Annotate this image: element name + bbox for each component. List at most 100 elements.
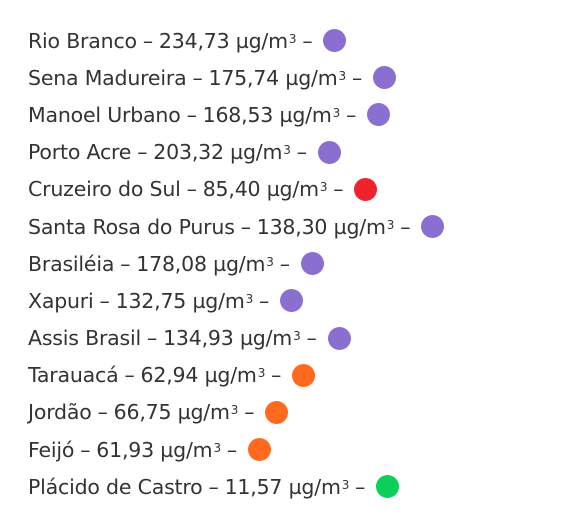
city-name: Assis Brasil xyxy=(28,326,142,351)
city-name: Porto Acre xyxy=(28,140,132,165)
city-name: Sena Madureira xyxy=(28,65,187,90)
unit-exponent: 3 xyxy=(332,105,341,120)
separator-dash: – xyxy=(192,65,203,90)
list-item: Tarauacá – 62,94 µg/m 3 – xyxy=(28,357,444,394)
separator-dash: – xyxy=(240,214,251,239)
separator-dash: – xyxy=(302,28,313,53)
unit-exponent: 3 xyxy=(266,254,274,269)
unit-exponent: 3 xyxy=(338,68,347,83)
air-quality-list: Rio Branco – 234,73 µg/m 3 – Sena Madurei… xyxy=(28,22,445,505)
status-dot-icon xyxy=(373,66,396,90)
unit-exponent: 3 xyxy=(257,366,266,381)
pm-value: 62,94 xyxy=(140,363,199,388)
separator-dash: – xyxy=(97,400,108,425)
unit-label: µg/m xyxy=(235,28,288,53)
status-dot-icon xyxy=(323,29,347,53)
list-item: Sena Madureira – 175,74 µg/m 3 – xyxy=(28,59,444,96)
unit-exponent: 3 xyxy=(386,217,395,232)
separator-dash: – xyxy=(296,140,307,165)
list-item: Rio Branco – 234,73 µg/m 3 – xyxy=(28,22,444,59)
separator-dash: – xyxy=(244,400,255,425)
list-item: Plácido de Castro – 11,57 µg/m 3 – xyxy=(28,468,444,505)
unit-label: µg/m xyxy=(279,102,332,127)
city-name: Jordão xyxy=(28,400,92,425)
unit-label: µg/m xyxy=(213,251,266,276)
list-item: Jordão – 66,75 µg/m 3 – xyxy=(28,394,444,431)
pm-value: 203,32 xyxy=(153,140,224,165)
separator-dash: – xyxy=(279,251,290,276)
unit-label: µg/m xyxy=(333,214,386,239)
separator-dash: – xyxy=(186,177,197,202)
unit-exponent: 3 xyxy=(341,477,350,492)
unit-label: µg/m xyxy=(266,177,319,202)
pm-value: 11,57 xyxy=(224,474,283,499)
separator-dash: – xyxy=(259,288,270,313)
separator-dash: – xyxy=(142,28,153,53)
separator-dash: – xyxy=(208,474,219,499)
city-name: Xapuri xyxy=(28,288,94,313)
unit-label: µg/m xyxy=(230,140,283,165)
status-dot-icon xyxy=(292,363,316,387)
unit-label: µg/m xyxy=(285,65,338,90)
status-dot-icon xyxy=(317,140,341,164)
list-item: Feijó – 61,93 µg/m 3 – xyxy=(28,431,444,468)
status-dot-icon xyxy=(280,289,304,313)
status-dot-icon xyxy=(300,252,324,276)
list-item: Xapuri – 132,75 µg/m 3 – xyxy=(28,282,444,319)
separator-dash: – xyxy=(306,326,317,351)
city-name: Rio Branco xyxy=(28,28,137,53)
list-item: Assis Brasil – 134,93 µg/m 3 – xyxy=(28,320,444,357)
status-dot-icon xyxy=(327,326,351,350)
status-dot-icon xyxy=(367,103,391,127)
unit-exponent: 3 xyxy=(293,329,301,344)
separator-dash: – xyxy=(124,363,135,388)
city-name: Tarauacá xyxy=(28,363,119,388)
unit-exponent: 3 xyxy=(230,403,239,418)
status-dot-icon xyxy=(376,475,400,499)
separator-dash: – xyxy=(271,363,282,388)
separator-dash: – xyxy=(99,288,110,313)
separator-dash: – xyxy=(355,474,366,499)
city-name: Brasiléia xyxy=(28,251,115,276)
separator-dash: – xyxy=(226,437,237,462)
city-name: Cruzeiro do Sul xyxy=(28,177,181,202)
status-dot-icon xyxy=(354,177,378,201)
list-item: Porto Acre – 203,32 µg/m 3 – xyxy=(28,134,444,171)
list-item: Cruzeiro do Sul – 85,40 µg/m 3 – xyxy=(28,171,444,208)
unit-exponent: 3 xyxy=(213,440,221,455)
pm-value: 132,75 xyxy=(115,288,187,313)
unit-exponent: 3 xyxy=(319,180,328,195)
separator-dash: – xyxy=(333,177,344,202)
status-dot-icon xyxy=(247,438,271,462)
pm-value: 138,30 xyxy=(256,214,328,239)
city-name: Plácido de Castro xyxy=(28,474,203,499)
unit-label: µg/m xyxy=(192,288,245,313)
separator-dash: – xyxy=(120,251,131,276)
city-name: Feijó xyxy=(28,437,75,462)
separator-dash: – xyxy=(400,214,411,239)
unit-exponent: 3 xyxy=(288,31,297,46)
separator-dash: – xyxy=(346,102,357,127)
unit-label: µg/m xyxy=(160,437,213,462)
pm-value: 66,75 xyxy=(113,400,172,425)
pm-value: 61,93 xyxy=(96,437,154,462)
unit-label: µg/m xyxy=(288,474,341,499)
unit-label: µg/m xyxy=(204,363,257,388)
city-name: Santa Rosa do Purus xyxy=(28,214,235,239)
unit-label: µg/m xyxy=(177,400,230,425)
list-item: Manoel Urbano – 168,53 µg/m 3 – xyxy=(28,96,444,133)
list-item: Brasiléia – 178,08 µg/m 3 – xyxy=(28,245,444,282)
unit-exponent: 3 xyxy=(245,291,254,306)
separator-dash: – xyxy=(137,140,148,165)
separator-dash: – xyxy=(147,326,158,351)
pm-value: 178,08 xyxy=(136,251,207,276)
status-dot-icon xyxy=(265,400,289,424)
pm-value: 85,40 xyxy=(202,177,261,202)
unit-exponent: 3 xyxy=(283,143,291,158)
separator-dash: – xyxy=(80,437,91,462)
list-item: Santa Rosa do Purus – 138,30 µg/m 3 – xyxy=(28,208,445,245)
pm-value: 175,74 xyxy=(208,65,280,90)
separator-dash: – xyxy=(351,65,362,90)
pm-value: 234,73 xyxy=(158,28,230,53)
separator-dash: – xyxy=(186,102,197,127)
